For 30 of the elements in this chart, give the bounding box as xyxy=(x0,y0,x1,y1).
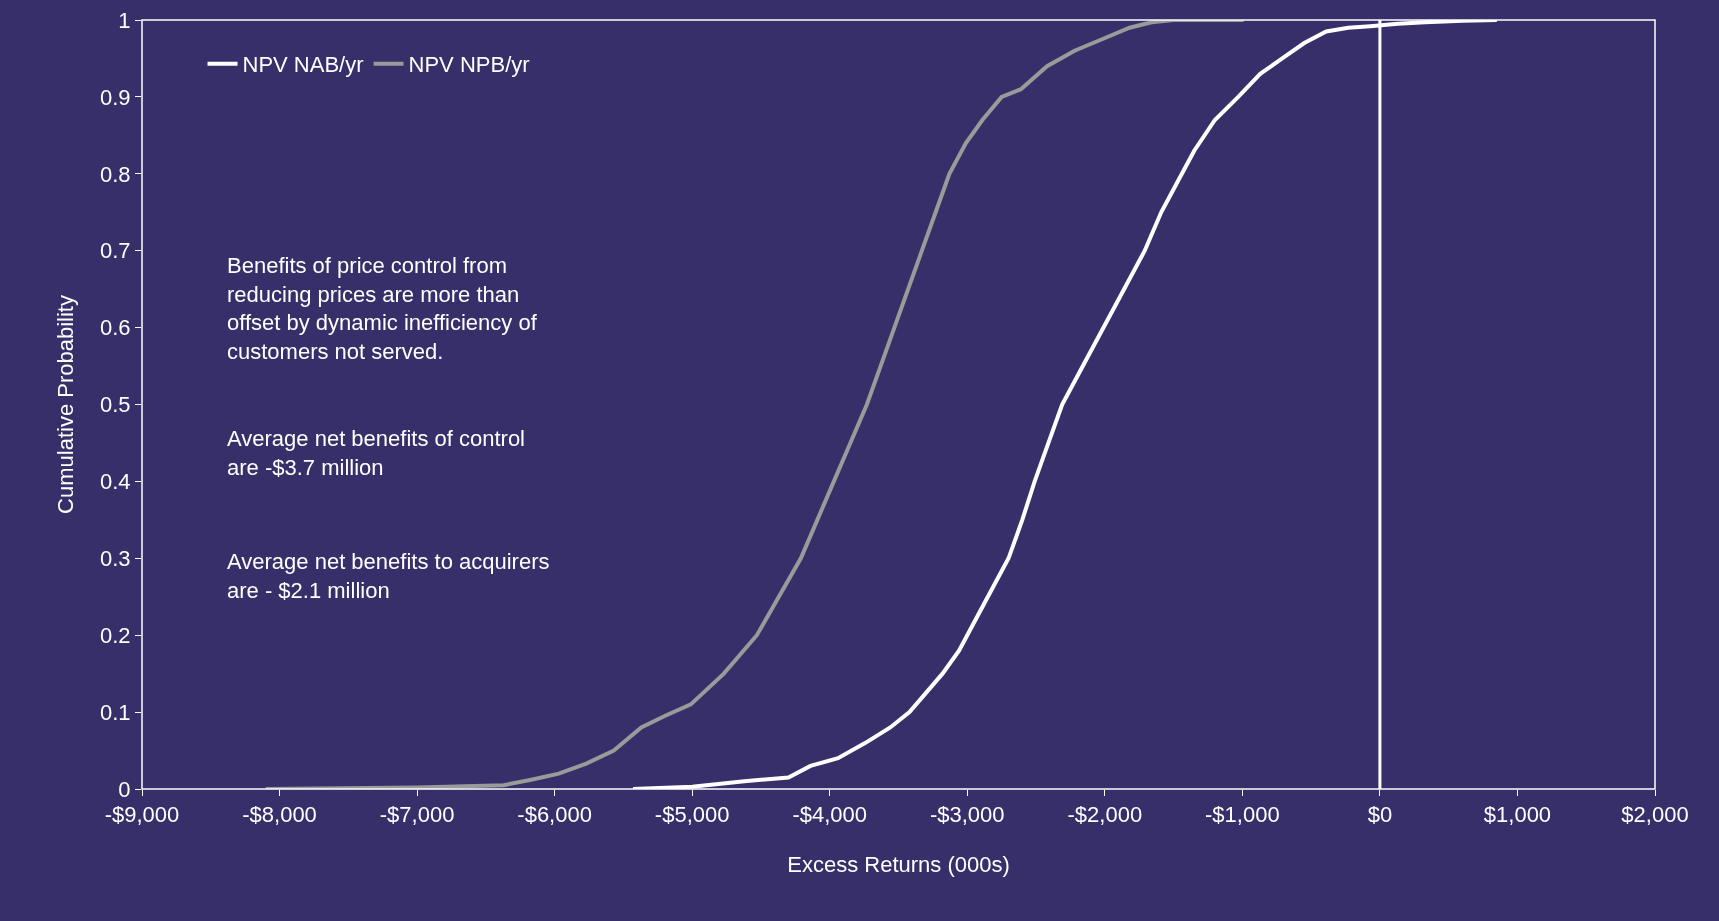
x-tick-label: -$9,000 xyxy=(104,802,180,828)
y-axis-title: Cumulative Probability xyxy=(52,295,78,514)
y-tick-label: 0 xyxy=(118,776,131,802)
legend-label: NPV NAB/yr xyxy=(242,52,364,78)
x-tick-label: -$3,000 xyxy=(929,802,1005,828)
y-tick-label: 0.8 xyxy=(100,161,131,187)
x-tick-label: -$2,000 xyxy=(1067,802,1143,828)
annotation: Average net benefits of control are -$3.7 million xyxy=(227,426,526,480)
annotation: Average net benefits to acquirers are - $2.1 million xyxy=(227,549,550,603)
y-tick-label: 0.7 xyxy=(100,238,131,264)
x-tick-label: $0 xyxy=(1367,802,1393,828)
x-tick-label: $1,000 xyxy=(1483,802,1552,828)
x-tick-label: -$7,000 xyxy=(379,802,455,828)
x-axis-title: Excess Returns (000s) xyxy=(787,852,1010,878)
y-tick-label: 1 xyxy=(118,7,131,33)
y-tick-label: 0.6 xyxy=(100,315,131,341)
x-tick-label: -$1,000 xyxy=(1205,802,1280,828)
y-tick-label: 0.4 xyxy=(100,469,131,495)
y-tick-label: 0.1 xyxy=(100,699,131,725)
x-tick-label: -$4,000 xyxy=(792,802,868,828)
x-tick-label: -$8,000 xyxy=(242,802,317,828)
x-tick-label: $2,000 xyxy=(1621,802,1689,828)
y-tick-label: 0.3 xyxy=(100,546,131,571)
y-tick-label: 0.2 xyxy=(100,622,131,648)
legend-label: NPV NPB/yr xyxy=(408,52,530,78)
x-tick-label: -$6,000 xyxy=(517,802,592,828)
y-tick-label: 0.9 xyxy=(100,84,131,110)
annotation: Benefits of price control from reducing prices are more than offset by dynamic inefficiency of customers not served. xyxy=(227,253,538,364)
x-tick-label: -$5,000 xyxy=(654,802,730,828)
y-tick-label: 0.5 xyxy=(100,392,131,418)
